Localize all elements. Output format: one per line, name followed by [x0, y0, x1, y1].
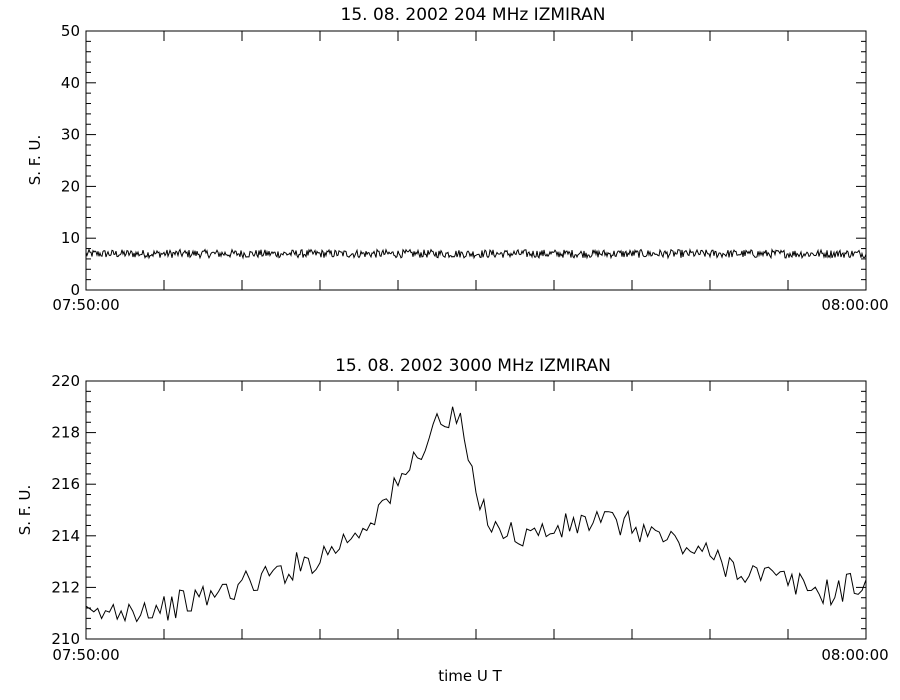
chart-title-204mhz: 15. 08. 2002 204 MHz IZMIRAN: [341, 5, 606, 25]
y-tick-label-204mhz-20: 20: [61, 177, 80, 195]
x-axis-label: time U T: [438, 667, 502, 685]
y-tick-label-3000mhz-210: 210: [51, 630, 80, 648]
y-tick-label-3000mhz-214: 214: [51, 527, 80, 545]
y-tick-label-3000mhz-212: 212: [51, 578, 80, 596]
y-axis-label-204mhz: S. F. U.: [26, 135, 44, 186]
series-line-204mhz: [85, 248, 867, 260]
y-tick-label-3000mhz-218: 218: [51, 424, 80, 442]
x-tick-label-end-204mhz: 08:00:00: [821, 296, 888, 314]
chart-title-3000mhz: 15. 08. 2002 3000 MHz IZMIRAN: [335, 356, 611, 376]
x-tick-label-start-204mhz: 07:50:00: [52, 296, 119, 314]
y-tick-label-204mhz-30: 30: [61, 126, 80, 144]
y-tick-label-3000mhz-216: 216: [51, 475, 80, 493]
y-tick-label-204mhz-40: 40: [61, 74, 80, 92]
panel-3000mhz: 15. 08. 2002 3000 MHz IZMIRAN S. F. U. 2…: [16, 356, 889, 685]
axes-204mhz: 0 10 20 30 40 50: [61, 22, 867, 299]
plot-frame-3000mhz: [85, 380, 867, 640]
x-tick-label-start-3000mhz: 07:50:00: [52, 646, 119, 664]
y-tick-label-3000mhz-220: 220: [51, 372, 80, 390]
y-tick-label-204mhz-50: 50: [61, 22, 80, 40]
x-tick-label-end-3000mhz: 08:00:00: [821, 646, 888, 664]
y-tick-label-204mhz-0: 0: [70, 281, 80, 299]
y-tick-label-204mhz-10: 10: [61, 229, 80, 247]
series-line-3000mhz: [85, 406, 867, 623]
axes-3000mhz: 210 212 214 216 218 220: [51, 372, 867, 648]
y-axis-label-3000mhz: S. F. U.: [16, 485, 34, 536]
panel-204mhz: 15. 08. 2002 204 MHz IZMIRAN S. F. U. 0 1…: [26, 5, 889, 314]
